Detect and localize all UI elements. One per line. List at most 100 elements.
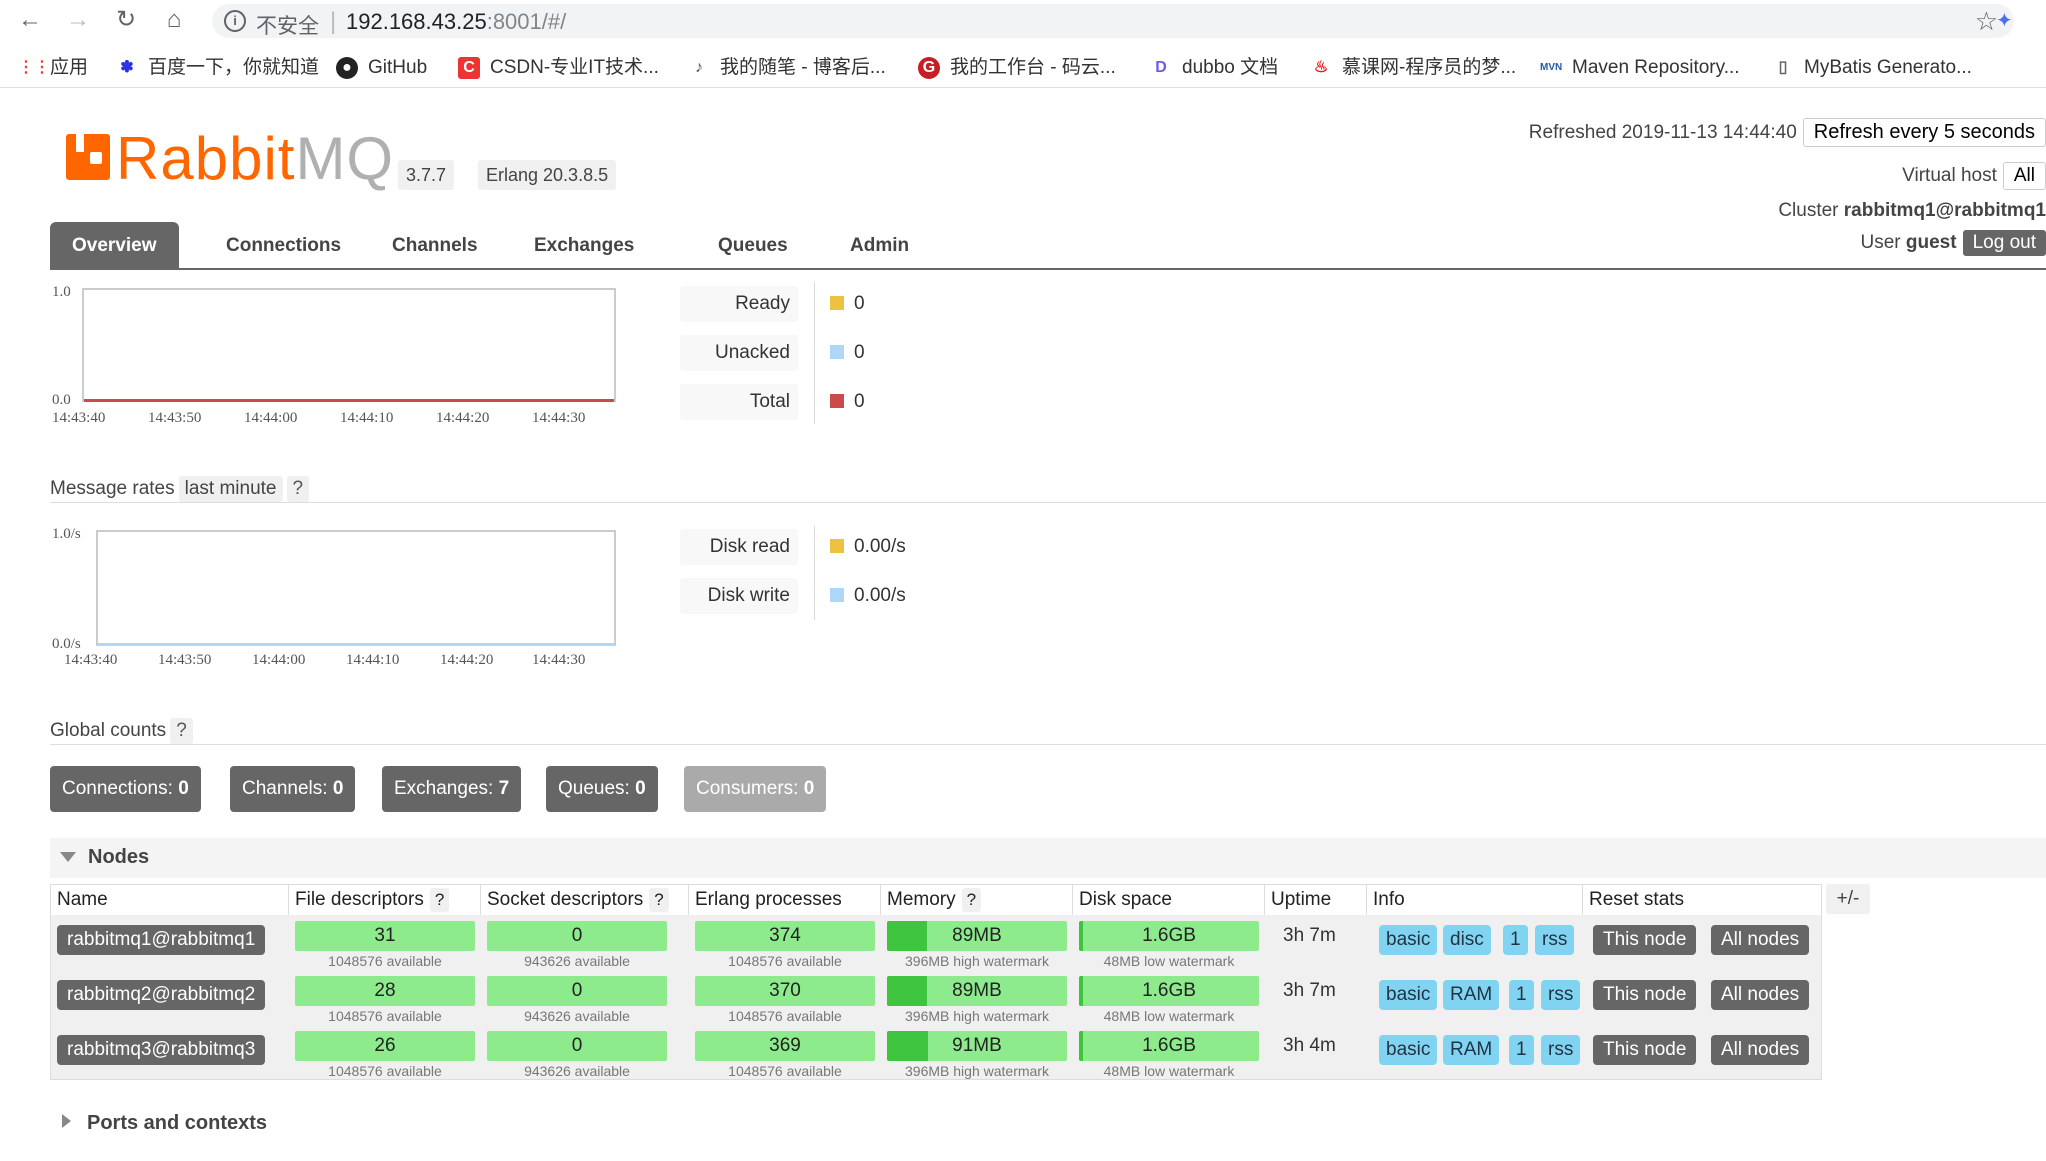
memory-gauge: 89MB xyxy=(887,976,1067,1006)
bookmark-imooc[interactable]: ♨ 慕课网-程序员的梦... xyxy=(1310,56,1516,80)
info-type[interactable]: RAM xyxy=(1443,1035,1500,1065)
count-value: 0 xyxy=(635,778,646,799)
consumers-count-button[interactable]: Consumers: 0 xyxy=(684,766,827,812)
exchanges-count-button[interactable]: Exchanges: 7 xyxy=(382,766,522,812)
reload-icon[interactable]: ↻ xyxy=(115,6,137,33)
node-name-link[interactable]: rabbitmq2@rabbitmq2 xyxy=(57,980,266,1010)
fd-available: 1048576 available xyxy=(328,1008,442,1024)
count-label: Queues: xyxy=(558,778,630,799)
ports-title: Ports and contexts xyxy=(87,1112,268,1134)
info-count[interactable]: 1 xyxy=(1509,980,1534,1010)
channels-count-button[interactable]: Channels: 0 xyxy=(230,766,356,812)
rates-help-button[interactable]: ? xyxy=(286,476,310,502)
user-label: User xyxy=(1860,232,1901,253)
rates-x-tick: 14:44:20 xyxy=(440,652,494,668)
info-type[interactable]: RAM xyxy=(1443,980,1500,1010)
info-basic[interactable]: basic xyxy=(1379,925,1438,955)
info-rss[interactable]: rss xyxy=(1535,925,1575,955)
bookmark-csdn[interactable]: C CSDN-专业IT技术... xyxy=(458,56,659,80)
url-path: :8001/#/ xyxy=(486,9,567,34)
bookmark-apps[interactable]: ⋮⋮应用 xyxy=(18,56,88,80)
gauge-value: 31 xyxy=(374,925,396,946)
memory-fill xyxy=(887,976,927,1006)
gauge-value: 369 xyxy=(769,1035,801,1056)
count-value: 0 xyxy=(178,778,189,799)
dubbo-icon: D xyxy=(1155,58,1167,76)
memory-help-button[interactable]: ? xyxy=(961,888,982,912)
gauge-value: 28 xyxy=(374,980,396,1001)
disk-write-swatch xyxy=(830,588,844,602)
home-icon[interactable]: ⌂ xyxy=(166,6,182,33)
col-socket-descriptors: Socket descriptors? xyxy=(481,885,689,915)
nodes-section-toggle[interactable]: Nodes xyxy=(50,838,2046,878)
ports-section-toggle[interactable]: Ports and contexts xyxy=(62,1112,267,1135)
legend-total-value: 0 xyxy=(830,384,865,420)
connections-count-button[interactable]: Connections: 0 xyxy=(50,766,201,812)
apps-grid-icon: ⋮⋮ xyxy=(18,58,50,76)
bookmark-github[interactable]: ● GitHub xyxy=(336,56,427,80)
node-name-link[interactable]: rabbitmq3@rabbitmq3 xyxy=(57,1035,266,1065)
erlang-available: 1048576 available xyxy=(728,1063,842,1079)
tab-overview[interactable]: Overview xyxy=(50,222,179,270)
bookmark-cnblogs[interactable]: ♪ 我的随笔 - 博客后... xyxy=(688,56,886,80)
count-label: Channels: xyxy=(242,778,328,799)
extension-icon[interactable]: ✦ xyxy=(1996,10,2013,32)
global-counts-help-button[interactable]: ? xyxy=(170,718,193,744)
tab-connections[interactable]: Connections xyxy=(226,235,342,256)
queues-count-button[interactable]: Queues: 0 xyxy=(546,766,658,812)
col-uptime: Uptime xyxy=(1265,885,1367,915)
cluster-name: rabbitmq1@rabbitmq1 xyxy=(1843,200,2046,221)
maven-icon: MVN xyxy=(1540,61,1563,73)
bookmark-baidu[interactable]: ✽ 百度一下，你就知道 xyxy=(116,56,319,80)
col-name: Name xyxy=(51,885,289,915)
tab-channels[interactable]: Channels xyxy=(392,235,478,256)
info-type[interactable]: disc xyxy=(1443,925,1491,955)
rates-period-select[interactable]: last minute xyxy=(178,476,283,502)
reset-all-nodes-button[interactable]: All nodes xyxy=(1711,925,1810,955)
sd-help-button[interactable]: ? xyxy=(649,888,669,912)
logo-text-mq: MQ xyxy=(295,125,395,192)
info-rss[interactable]: rss xyxy=(1541,1035,1581,1065)
queued-x-tick: 14:43:50 xyxy=(148,410,202,426)
info-icon[interactable]: i xyxy=(224,10,246,32)
reset-all-nodes-button[interactable]: All nodes xyxy=(1711,1035,1810,1065)
tab-queues[interactable]: Queues xyxy=(718,235,788,256)
columns-toggle-button[interactable]: +/- xyxy=(1826,884,1870,914)
info-basic[interactable]: basic xyxy=(1379,1035,1438,1065)
info-count[interactable]: 1 xyxy=(1509,1035,1534,1065)
vhost-select[interactable]: All xyxy=(2002,162,2046,190)
back-icon[interactable]: ← xyxy=(18,6,42,33)
bookmark-maven[interactable]: MVN Maven Repository... xyxy=(1540,56,1740,80)
tab-admin[interactable]: Admin xyxy=(850,235,910,256)
bookmark-star-icon[interactable]: ☆ xyxy=(1974,6,1998,36)
page-icon: ▯ xyxy=(1778,58,1788,76)
fd-help-button[interactable]: ? xyxy=(429,888,450,912)
uptime: 3h 7m xyxy=(1283,980,1336,1001)
tab-exchanges[interactable]: Exchanges xyxy=(534,235,635,256)
refresh-interval-select[interactable]: Refresh every 5 seconds xyxy=(1802,118,2046,147)
reset-this-node-button[interactable]: This node xyxy=(1593,980,1697,1010)
queued-messages-chart xyxy=(82,288,616,402)
forward-icon[interactable]: → xyxy=(66,6,90,33)
bookmark-gitee[interactable]: G 我的工作台 - 码云... xyxy=(918,56,1116,80)
cluster-line: Cluster rabbitmq1@rabbitmq1 xyxy=(1778,200,2046,222)
gauge-value: 374 xyxy=(769,925,801,946)
sd-available: 943626 available xyxy=(524,953,630,969)
total-value: 0 xyxy=(854,391,865,412)
address-bar[interactable]: i 不安全 | 192.168.43.25:8001/#/ ☆ xyxy=(212,4,2014,38)
url-text[interactable]: 192.168.43.25:8001/#/ xyxy=(346,9,566,35)
bookmark-mybatis[interactable]: ▯ MyBatis Generato... xyxy=(1772,56,1972,80)
gauge-value: 91MB xyxy=(952,1035,1002,1056)
erlang-available: 1048576 available xyxy=(728,953,842,969)
col-label: File descriptors xyxy=(295,889,424,910)
reset-this-node-button[interactable]: This node xyxy=(1593,1035,1697,1065)
info-basic[interactable]: basic xyxy=(1379,980,1438,1010)
gauge-value: 26 xyxy=(374,1035,396,1056)
node-name-link[interactable]: rabbitmq1@rabbitmq1 xyxy=(57,925,266,955)
info-rss[interactable]: rss xyxy=(1541,980,1581,1010)
reset-this-node-button[interactable]: This node xyxy=(1593,925,1697,955)
info-count[interactable]: 1 xyxy=(1503,925,1528,955)
reset-all-nodes-button[interactable]: All nodes xyxy=(1711,980,1810,1010)
logout-button[interactable]: Log out xyxy=(1962,230,2046,256)
